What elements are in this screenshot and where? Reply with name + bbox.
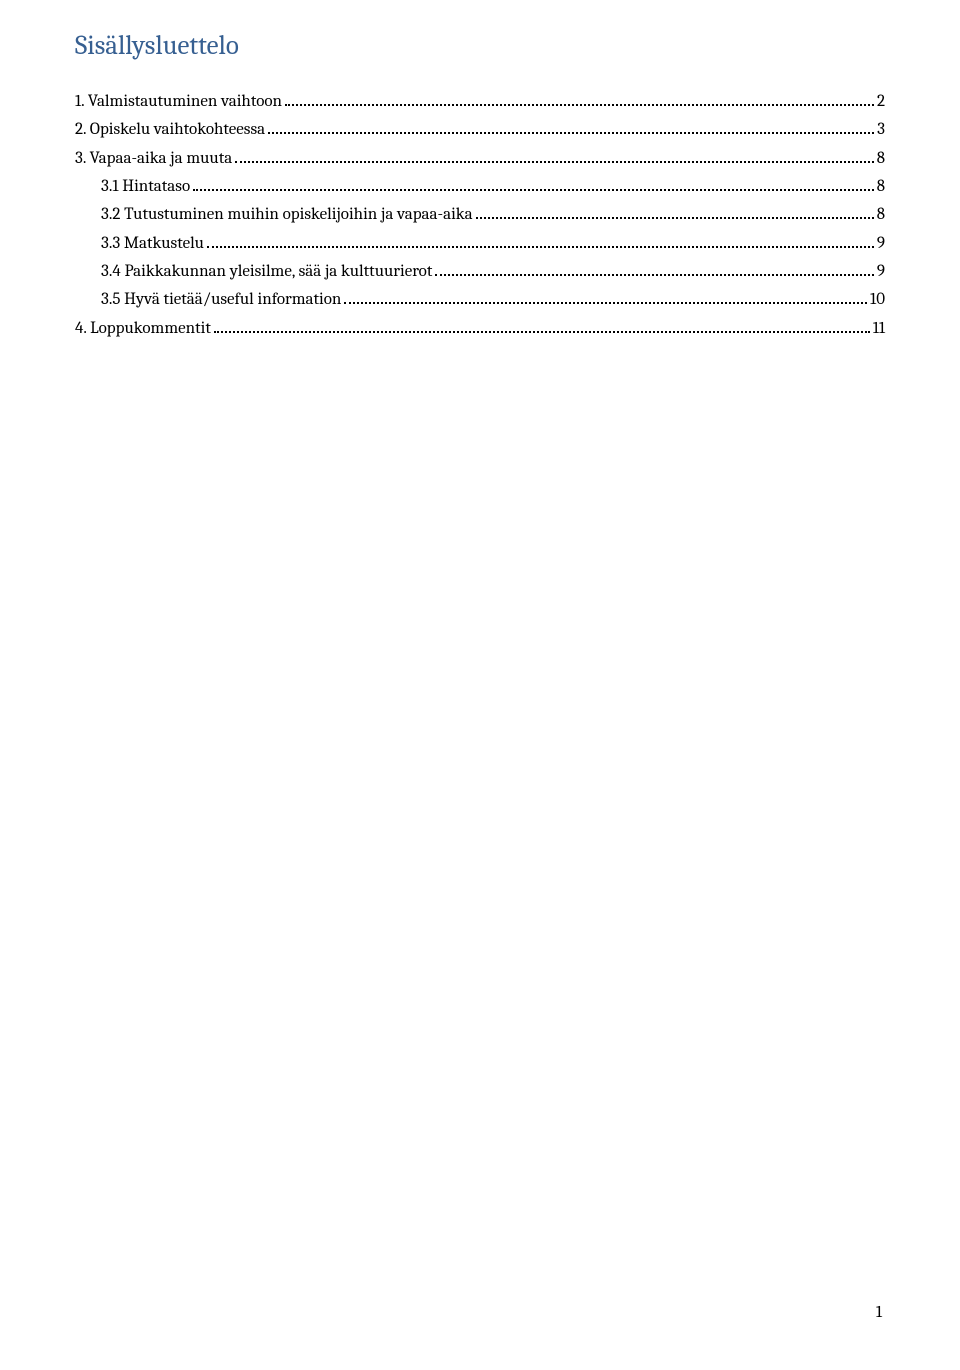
toc-entry-page: 8 bbox=[877, 202, 885, 228]
toc-entry-page: 9 bbox=[877, 259, 885, 285]
toc-leader-dots bbox=[268, 119, 874, 134]
toc-leader-dots bbox=[344, 289, 867, 304]
toc-entry-label: 3.5 Hyvä tietää/useful information bbox=[101, 287, 341, 313]
toc-entry: 3.5 Hyvä tietää/useful information 10 bbox=[75, 287, 885, 313]
toc-entry-page: 3 bbox=[877, 117, 885, 143]
toc-leader-dots bbox=[214, 317, 870, 332]
toc-entry-label: 3. Vapaa-aika ja muuta bbox=[75, 146, 232, 172]
page-number: 1 bbox=[876, 1303, 882, 1322]
toc-entry: 2. Opiskelu vaihtokohteessa 3 bbox=[75, 117, 885, 143]
toc-leader-dots bbox=[193, 176, 874, 191]
toc-leader-dots bbox=[476, 204, 874, 219]
toc-entry-page: 10 bbox=[870, 287, 885, 313]
toc-leader-dots bbox=[285, 91, 874, 106]
toc-leader-dots bbox=[235, 147, 874, 162]
toc-entry: 1. Valmistautuminen vaihtoon 2 bbox=[75, 89, 885, 115]
toc-entry-label: 3.2 Tutustuminen muihin opiskelijoihin j… bbox=[101, 202, 473, 228]
toc-entry-label: 3.4 Paikkakunnan yleisilme, sää ja kultt… bbox=[101, 259, 432, 285]
toc-entry: 3.3 Matkustelu 9 bbox=[75, 231, 885, 257]
toc-entry-label: 3.3 Matkustelu bbox=[101, 231, 204, 257]
toc-title: Sisällysluettelo bbox=[75, 30, 885, 61]
table-of-contents: 1. Valmistautuminen vaihtoon 2 2. Opiske… bbox=[75, 89, 885, 342]
toc-entry-page: 11 bbox=[873, 316, 885, 342]
toc-entry-label: 1. Valmistautuminen vaihtoon bbox=[75, 89, 282, 115]
toc-entry: 4. Loppukommentit 11 bbox=[75, 316, 885, 342]
toc-entry-label: 3.1 Hintataso bbox=[101, 174, 190, 200]
toc-entry-page: 9 bbox=[877, 231, 885, 257]
toc-entry: 3. Vapaa-aika ja muuta 8 bbox=[75, 146, 885, 172]
toc-leader-dots bbox=[207, 232, 874, 247]
toc-entry-page: 2 bbox=[877, 89, 885, 115]
toc-entry-label: 4. Loppukommentit bbox=[75, 316, 211, 342]
document-page: Sisällysluettelo 1. Valmistautuminen vai… bbox=[0, 0, 960, 1370]
toc-entry-page: 8 bbox=[877, 146, 885, 172]
toc-entry: 3.2 Tutustuminen muihin opiskelijoihin j… bbox=[75, 202, 885, 228]
toc-entry-page: 8 bbox=[877, 174, 885, 200]
toc-entry-label: 2. Opiskelu vaihtokohteessa bbox=[75, 117, 265, 143]
toc-leader-dots bbox=[435, 261, 873, 276]
toc-entry: 3.4 Paikkakunnan yleisilme, sää ja kultt… bbox=[75, 259, 885, 285]
toc-entry: 3.1 Hintataso 8 bbox=[75, 174, 885, 200]
